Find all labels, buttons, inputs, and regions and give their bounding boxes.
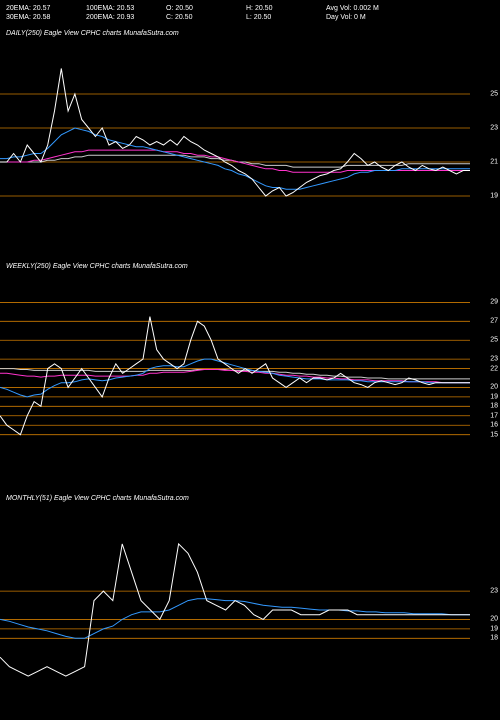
y-axis-label: 16 <box>490 422 498 429</box>
stat-row-2: 30EMA: 20.58200EMA: 20.93C: 20.50L: 20.5… <box>6 13 494 22</box>
y-axis-label: 15 <box>490 431 498 438</box>
stat-item: 200EMA: 20.93 <box>86 13 166 22</box>
y-axis-label: 22 <box>490 365 498 372</box>
header-stats: 20EMA: 20.57100EMA: 20.53O: 20.50H: 20.5… <box>6 4 494 22</box>
y-axis-label: 25 <box>490 91 498 98</box>
y-axis-label: 18 <box>490 403 498 410</box>
stat-item: O: 20.50 <box>166 4 246 13</box>
y-axis-label: 17 <box>490 412 498 419</box>
y-axis-label: 23 <box>490 588 498 595</box>
chart-svg <box>0 293 500 463</box>
chart-panel: 15 16 17 18 19 20 22 23 25 27 29 <box>0 293 500 463</box>
chart-panel: 19 21 23 25 <box>0 60 500 230</box>
panel-title: MONTHLY(51) Eagle View CPHC charts Munaf… <box>6 495 189 502</box>
stat-item: C: 20.50 <box>166 13 246 22</box>
stat-item: Day Vol: 0 M <box>326 13 406 22</box>
y-axis-label: 19 <box>490 625 498 632</box>
stat-item: Avg Vol: 0.002 M <box>326 4 406 13</box>
y-axis-label: 19 <box>490 193 498 200</box>
stat-item: 100EMA: 20.53 <box>86 4 166 13</box>
y-axis-label: 18 <box>490 635 498 642</box>
chart-svg <box>0 60 500 230</box>
chart-svg <box>0 525 500 695</box>
stat-item: 20EMA: 20.57 <box>6 4 86 13</box>
stat-item: L: 20.50 <box>246 13 326 22</box>
y-axis-label: 27 <box>490 318 498 325</box>
y-axis-label: 23 <box>490 125 498 132</box>
stat-item: H: 20.50 <box>246 4 326 13</box>
panel-title: WEEKLY(250) Eagle View CPHC charts Munaf… <box>6 263 188 270</box>
y-axis-label: 20 <box>490 616 498 623</box>
y-axis-label: 21 <box>490 159 498 166</box>
y-axis-label: 20 <box>490 384 498 391</box>
y-axis-label: 19 <box>490 393 498 400</box>
panel-title: DAILY(250) Eagle View CPHC charts Munafa… <box>6 30 179 37</box>
y-axis-label: 25 <box>490 337 498 344</box>
stat-row-1: 20EMA: 20.57100EMA: 20.53O: 20.50H: 20.5… <box>6 4 494 13</box>
chart-panel: 18 19 20 23 <box>0 525 500 695</box>
stat-item: 30EMA: 20.58 <box>6 13 86 22</box>
y-axis-label: 29 <box>490 299 498 306</box>
y-axis-label: 23 <box>490 356 498 363</box>
